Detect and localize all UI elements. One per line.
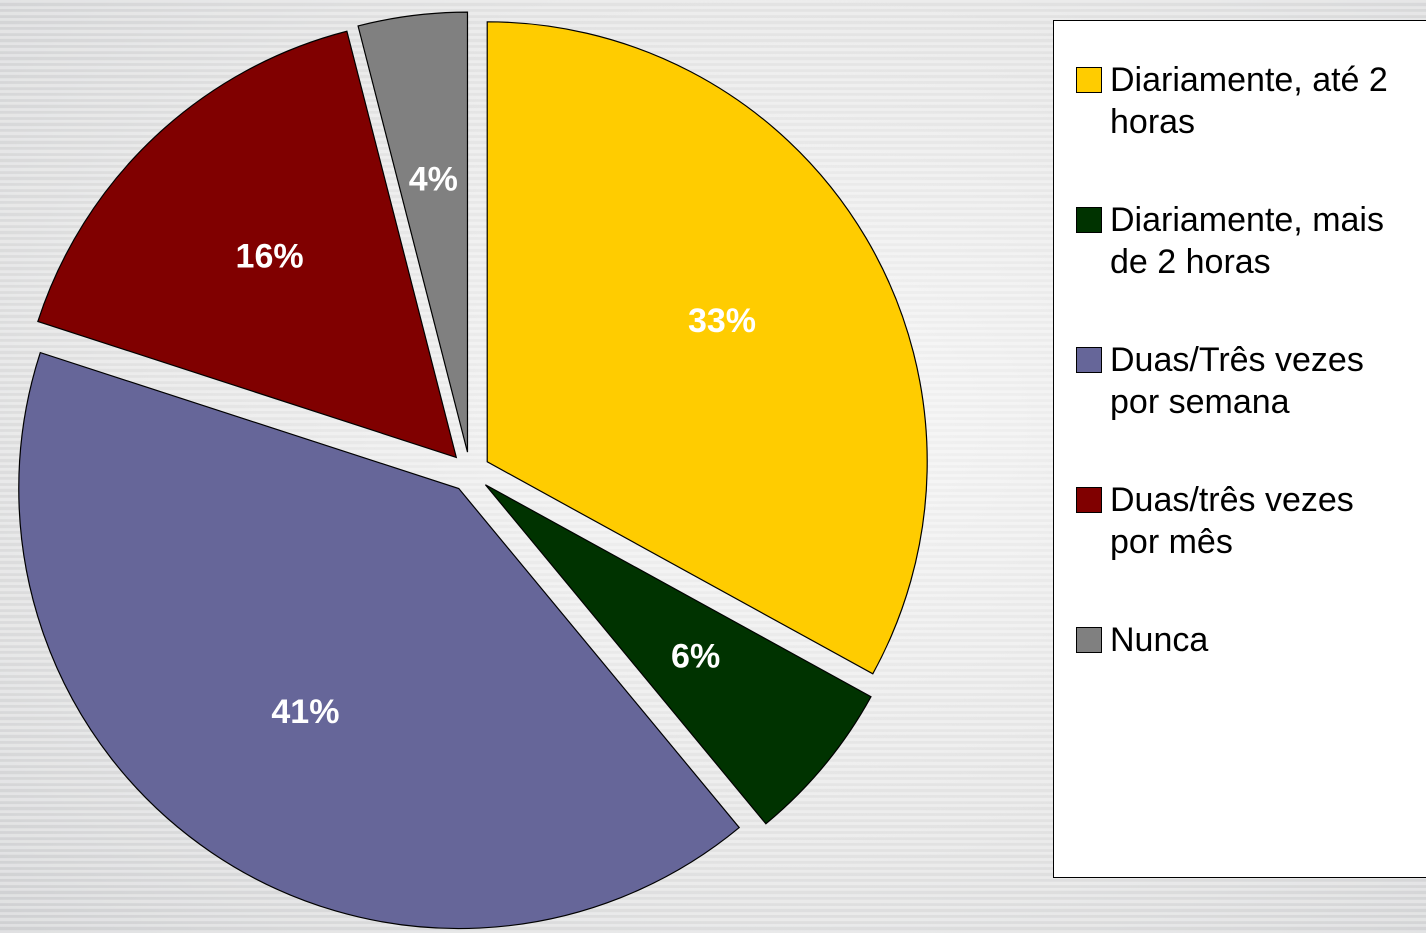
pie-slice	[18, 351, 741, 930]
legend-swatch	[1076, 627, 1102, 653]
data-label: 16%	[236, 238, 304, 276]
data-label: 41%	[271, 693, 339, 731]
legend-swatch	[1076, 347, 1102, 373]
legend-label: Duas/Três vezes por semana	[1110, 341, 1364, 421]
legend-item: Duas/Três vezes por semana	[1076, 339, 1426, 423]
chart: 33% 6% 41% 16% 4%	[18, 11, 928, 930]
legend-label: Diariamente, até 2 horas	[1110, 61, 1388, 141]
data-label: 6%	[671, 638, 720, 676]
data-label: 33%	[688, 302, 756, 340]
pie-slice	[37, 30, 458, 459]
legend: Diariamente, até 2 horas Diariamente, mai…	[1053, 20, 1426, 878]
legend-item: Diariamente, mais de 2 horas	[1076, 199, 1426, 283]
legend-label: Diariamente, mais de 2 horas	[1110, 201, 1384, 281]
legend-item: Diariamente, até 2 horas	[1076, 59, 1426, 143]
legend-swatch	[1076, 207, 1102, 233]
legend-item: Nunca	[1076, 619, 1426, 661]
pie-slice	[486, 21, 928, 675]
legend-label: Nunca	[1110, 621, 1209, 659]
pie-slice	[357, 11, 469, 453]
data-label: 4%	[409, 160, 458, 198]
legend-swatch	[1076, 487, 1102, 513]
legend-swatch	[1076, 67, 1102, 93]
legend-label: Duas/três vezes por mês	[1110, 481, 1354, 561]
legend-item: Duas/três vezes por mês	[1076, 479, 1426, 563]
pie-slice	[484, 484, 872, 825]
